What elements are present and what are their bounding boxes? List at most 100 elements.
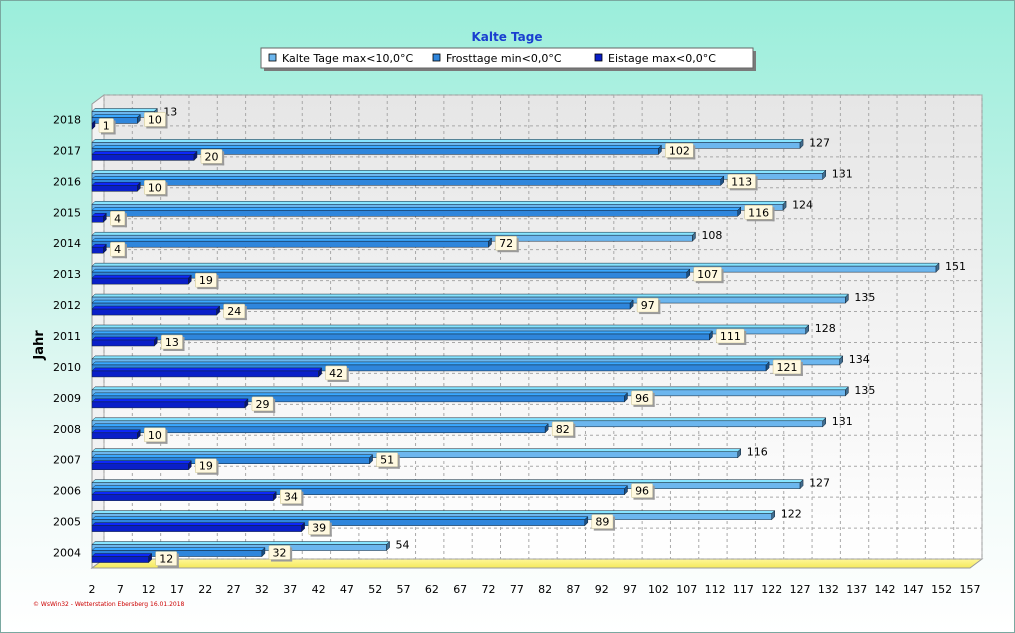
bar-top — [91, 398, 249, 403]
bar — [91, 154, 195, 161]
data-label-shadow — [633, 404, 655, 407]
data-label-text: 102 — [669, 144, 690, 157]
bar-top — [91, 491, 277, 495]
data-label-text: 134 — [849, 353, 870, 366]
data-label: 10 — [144, 427, 168, 444]
y-tick-label: 2012 — [53, 299, 81, 312]
bar-top — [91, 139, 804, 143]
x-tick-label: 27 — [227, 583, 241, 596]
data-label-shadow — [176, 553, 179, 568]
data-label-shadow — [652, 485, 655, 500]
data-label-shadow — [253, 410, 276, 413]
bar-top — [91, 392, 629, 397]
x-tick-label: 22 — [198, 583, 212, 596]
data-label-shadow — [633, 497, 655, 500]
bar-end — [301, 521, 305, 533]
bar-end — [273, 491, 277, 502]
data-label: 96 — [631, 483, 655, 500]
x-tick-label: 37 — [283, 583, 297, 596]
data-label: 111 — [716, 328, 747, 345]
x-tick-label: 97 — [623, 583, 637, 596]
bar-end — [709, 330, 713, 341]
data-label-shadow — [222, 151, 225, 166]
data-label-text: 135 — [854, 291, 875, 304]
y-tick-label: 2005 — [53, 516, 81, 529]
x-tick-label: 107 — [676, 583, 697, 596]
bar-top — [91, 429, 141, 434]
data-label: 19 — [195, 272, 219, 290]
x-tick-label: 7 — [117, 583, 124, 596]
bar-end — [805, 324, 809, 335]
bar-end — [822, 169, 826, 180]
data-label-text: 135 — [854, 384, 875, 397]
bar-end — [629, 299, 634, 310]
bar-end — [137, 181, 141, 192]
data-label-text: 10 — [148, 113, 162, 126]
data-label-shadow — [652, 392, 655, 407]
data-label-text: 111 — [720, 330, 741, 343]
data-label-shadow — [216, 460, 219, 475]
data-label-shadow — [667, 157, 696, 160]
bar-top — [91, 176, 725, 180]
bar — [91, 463, 189, 470]
bar-end — [799, 138, 804, 150]
data-label-shadow — [182, 337, 185, 351]
bar-top — [91, 336, 158, 341]
bar-top — [91, 361, 770, 366]
data-label-shadow — [310, 534, 332, 537]
data-label-shadow — [346, 367, 349, 382]
bar-end — [584, 515, 589, 527]
bar-top — [91, 207, 742, 211]
legend-label: Frosttage min<0,0°C — [446, 52, 562, 65]
data-label-text: 108 — [701, 229, 722, 242]
bar-end — [782, 200, 787, 211]
data-label-text: 151 — [945, 260, 966, 273]
bar-end — [720, 175, 725, 186]
bar-top — [91, 114, 141, 118]
bar-top — [91, 454, 374, 458]
data-label-shadow — [693, 145, 696, 160]
data-label-text: 54 — [396, 539, 410, 552]
bar-top — [91, 145, 663, 149]
bar-end — [137, 113, 141, 125]
data-label-shadow — [225, 318, 247, 321]
data-label: 124 — [792, 198, 813, 211]
legend-label: Eistage max<0,0°C — [608, 52, 716, 65]
bar-end — [261, 546, 266, 558]
y-tick-label: 2013 — [53, 268, 81, 281]
bar-end — [799, 479, 804, 490]
data-label-text: 10 — [148, 181, 162, 194]
data-label: 121 — [772, 359, 803, 376]
data-label: 151 — [945, 260, 966, 273]
data-label-shadow — [516, 238, 519, 253]
bar-end — [103, 212, 107, 223]
x-tick-label: 102 — [648, 583, 669, 596]
bar — [91, 240, 489, 248]
chart-title: Kalte Tage — [471, 30, 542, 44]
data-label-shadow — [729, 188, 758, 191]
x-tick-label: 67 — [453, 583, 467, 596]
data-label-shadow — [290, 547, 293, 562]
bar-top — [91, 355, 844, 360]
data-label-shadow — [244, 306, 247, 321]
bar-top — [91, 330, 714, 335]
data-label-shadow — [593, 528, 616, 531]
bar-top — [91, 151, 198, 155]
data-label-shadow — [746, 219, 775, 222]
bar-end — [624, 392, 628, 403]
data-label-text: 29 — [256, 398, 270, 411]
data-label-text: 19 — [199, 274, 213, 287]
data-label-shadow — [772, 207, 775, 222]
bar-end — [692, 231, 696, 242]
data-label-text: 4 — [114, 212, 121, 225]
data-label-text: 12 — [159, 553, 173, 566]
data-label-shadow — [163, 349, 185, 351]
data-label-shadow — [800, 361, 803, 376]
data-label-text: 32 — [273, 547, 287, 560]
legend: Kalte Tage max<10,0°C Frosttage min<0,0°C… — [260, 47, 756, 71]
y-tick-label: 2018 — [53, 113, 81, 126]
data-label-shadow — [718, 343, 747, 345]
bar-end — [839, 355, 843, 366]
bar-end — [154, 336, 158, 347]
